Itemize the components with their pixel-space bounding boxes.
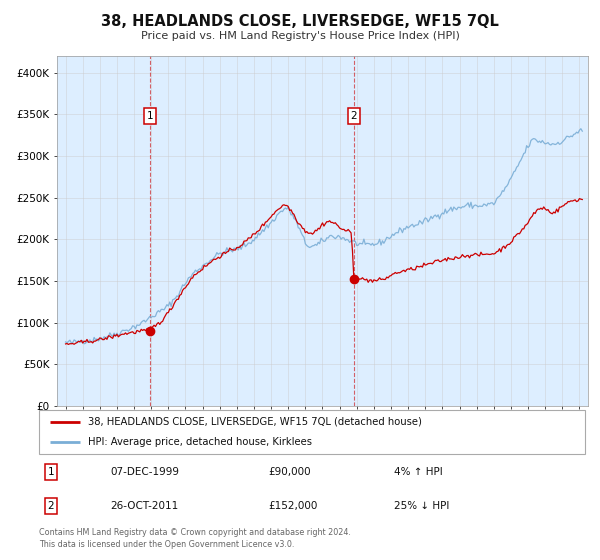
Text: 1: 1 (146, 111, 154, 121)
Text: Price paid vs. HM Land Registry's House Price Index (HPI): Price paid vs. HM Land Registry's House … (140, 31, 460, 41)
Text: 1: 1 (47, 466, 55, 477)
Text: 2: 2 (350, 111, 357, 121)
Text: 25% ↓ HPI: 25% ↓ HPI (394, 501, 449, 511)
Text: 07-DEC-1999: 07-DEC-1999 (110, 466, 179, 477)
Text: This data is licensed under the Open Government Licence v3.0.: This data is licensed under the Open Gov… (39, 540, 295, 549)
Text: 4% ↑ HPI: 4% ↑ HPI (394, 466, 443, 477)
Text: 2: 2 (47, 501, 55, 511)
Text: 26-OCT-2011: 26-OCT-2011 (110, 501, 178, 511)
FancyBboxPatch shape (39, 410, 585, 454)
Text: 38, HEADLANDS CLOSE, LIVERSEDGE, WF15 7QL: 38, HEADLANDS CLOSE, LIVERSEDGE, WF15 7Q… (101, 14, 499, 29)
Text: HPI: Average price, detached house, Kirklees: HPI: Average price, detached house, Kirk… (88, 437, 312, 447)
Text: £152,000: £152,000 (268, 501, 317, 511)
Text: £90,000: £90,000 (268, 466, 311, 477)
Text: 38, HEADLANDS CLOSE, LIVERSEDGE, WF15 7QL (detached house): 38, HEADLANDS CLOSE, LIVERSEDGE, WF15 7Q… (88, 417, 422, 427)
Text: Contains HM Land Registry data © Crown copyright and database right 2024.: Contains HM Land Registry data © Crown c… (39, 528, 351, 536)
